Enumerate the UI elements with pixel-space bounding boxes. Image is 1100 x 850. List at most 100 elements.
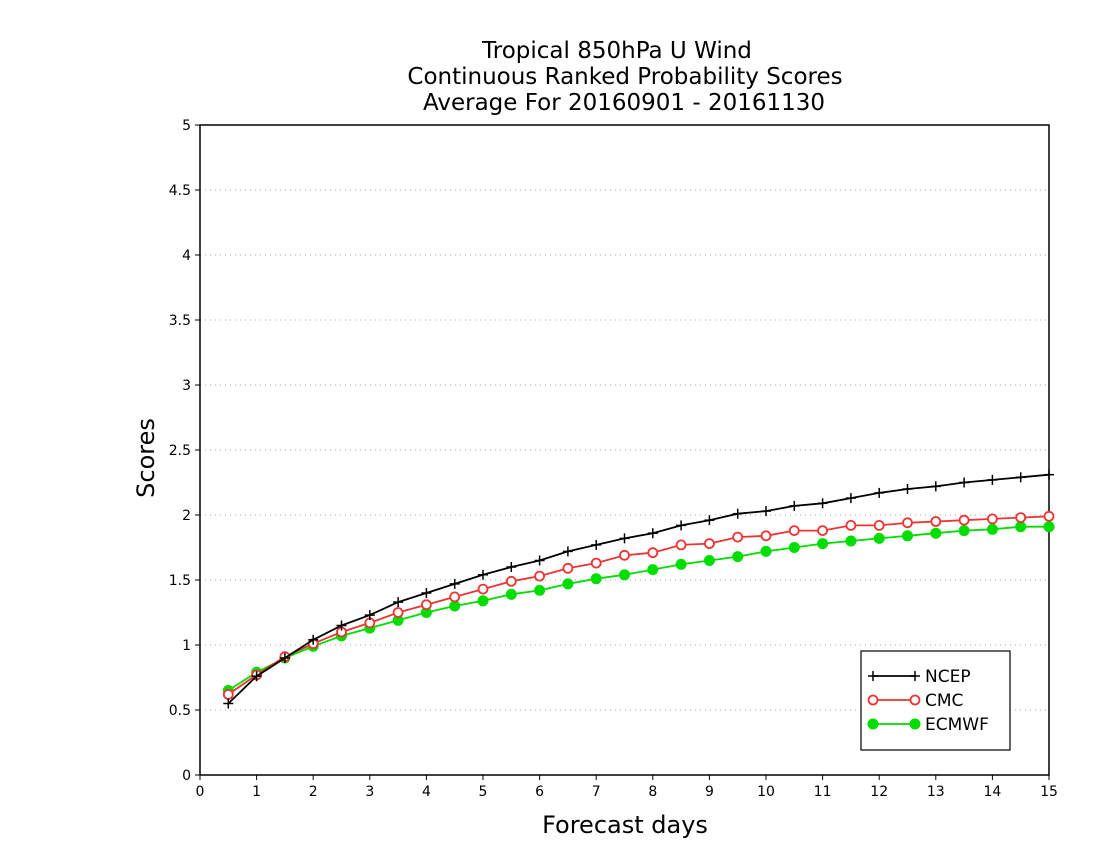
- x-tick-label: 10: [757, 784, 775, 800]
- data-point-ecmwf: [534, 584, 546, 596]
- x-tick-label: 12: [870, 784, 888, 800]
- data-point-cmc: [647, 547, 659, 559]
- data-point-ecmwf: [562, 578, 574, 590]
- data-point-ncep: [336, 620, 347, 631]
- data-point-ecmwf: [477, 595, 489, 607]
- data-point-cmc: [505, 575, 517, 587]
- x-tick-label: 0: [196, 784, 205, 800]
- data-point-ncep: [562, 546, 573, 557]
- series-ncep: [223, 469, 1054, 709]
- axis-ticks: 0 1 2 3 4 5 6 7 8 9 10 11 12 13 14 1500.511.522.533.544…: [169, 118, 1058, 800]
- data-point-ncep: [591, 539, 602, 550]
- data-point-ncep: [845, 493, 856, 504]
- y-axis-label: Scores: [132, 418, 160, 498]
- data-point-ncep: [789, 500, 800, 511]
- data-point-cmc: [562, 562, 574, 574]
- data-point-ncep: [647, 528, 658, 539]
- data-point-cmc: [1043, 510, 1055, 522]
- data-point-ncep: [619, 533, 630, 544]
- data-point-ncep: [761, 506, 771, 517]
- legend-item-ncep: NCEP: [868, 667, 971, 687]
- data-point-ncep: [478, 569, 488, 580]
- legend: NCEP CMC ECMWF: [860, 650, 1011, 751]
- data-point-ncep: [732, 508, 743, 519]
- data-point-ecmwf: [619, 569, 630, 581]
- data-point-ecmwf: [703, 555, 715, 566]
- x-axis-label: Forecast days: [542, 811, 708, 839]
- x-tick-label: 7: [592, 784, 601, 800]
- data-point-cmc: [477, 583, 489, 595]
- data-point-ecmwf: [902, 530, 913, 542]
- y-tick-label: 4.5: [169, 183, 191, 199]
- data-point-cmc: [1015, 512, 1027, 523]
- data-point-ecmwf: [845, 535, 857, 547]
- legend-marker: [909, 694, 921, 706]
- chart-title: Tropical 850hPa U Wind Continuous Ranked…: [407, 38, 842, 116]
- data-point-cmc: [222, 689, 234, 700]
- y-tick-label: 2.5: [169, 443, 191, 459]
- title-line-2: Continuous Ranked Probability Scores: [407, 64, 842, 90]
- data-point-cmc: [392, 607, 404, 618]
- y-tick-label: 5: [182, 118, 191, 134]
- data-point-ecmwf: [873, 532, 885, 544]
- data-point-ncep: [393, 597, 404, 608]
- x-tick-label: 15: [1040, 784, 1058, 800]
- legend-label-cmc: CMC: [925, 691, 963, 711]
- y-tick-label: 4: [182, 248, 191, 264]
- data-point-ncep: [364, 610, 375, 621]
- data-point-ecmwf: [817, 538, 829, 550]
- y-tick-label: 1: [182, 638, 191, 654]
- data-point-ecmwf: [986, 523, 998, 535]
- y-tick-label: 2: [182, 508, 191, 524]
- data-point-cmc: [619, 549, 630, 561]
- data-point-ncep: [817, 498, 828, 509]
- data-point-ecmwf: [930, 527, 942, 539]
- data-point-ncep: [1044, 469, 1054, 480]
- data-point-cmc: [958, 514, 970, 526]
- legend-marker: [868, 671, 878, 681]
- x-tick-label: 5: [479, 784, 488, 800]
- data-point-cmc: [930, 516, 942, 527]
- data-point-ncep: [251, 671, 262, 682]
- data-point-cmc: [449, 591, 461, 603]
- x-tick-label: 14: [983, 784, 1001, 800]
- data-point-ncep: [1015, 472, 1026, 483]
- data-point-ecmwf: [1043, 521, 1055, 533]
- x-tick-label: 8: [648, 784, 657, 800]
- series-layer: [222, 469, 1055, 709]
- x-tick-label: 4: [422, 784, 431, 800]
- x-tick-label: 9: [705, 784, 714, 800]
- legend-item-cmc: CMC: [867, 691, 963, 711]
- x-tick-label: 13: [927, 784, 945, 800]
- data-point-ncep: [449, 578, 460, 589]
- data-point-cmc: [675, 539, 687, 551]
- data-point-cmc: [845, 520, 857, 531]
- y-tick-label: 0.5: [169, 703, 191, 719]
- data-point-ecmwf: [958, 525, 970, 537]
- data-point-ncep: [534, 555, 545, 566]
- legend-marker: [909, 718, 921, 730]
- data-point-ncep: [902, 484, 913, 494]
- data-point-ncep: [987, 474, 998, 485]
- x-tick-label: 11: [814, 784, 832, 800]
- x-tick-label: 6: [535, 784, 544, 800]
- data-point-ncep: [506, 562, 517, 572]
- data-point-cmc: [420, 599, 432, 611]
- data-point-ecmwf: [449, 600, 461, 612]
- x-tick-label: 2: [309, 784, 318, 800]
- data-point-cmc: [704, 538, 715, 549]
- data-point-cmc: [987, 513, 998, 525]
- data-point-ncep: [421, 588, 432, 598]
- legend-label-ncep: NCEP: [925, 667, 971, 687]
- legend-marker: [910, 671, 920, 681]
- data-point-cmc: [902, 517, 913, 529]
- y-tick-label: 0: [182, 768, 191, 784]
- data-point-cmc: [590, 557, 602, 569]
- x-tick-label: 3: [365, 784, 374, 800]
- legend-marker: [867, 694, 879, 706]
- y-tick-label: 3: [182, 378, 191, 394]
- data-point-cmc: [534, 570, 545, 582]
- data-point-ecmwf: [1015, 521, 1027, 533]
- data-point-ncep: [223, 698, 234, 709]
